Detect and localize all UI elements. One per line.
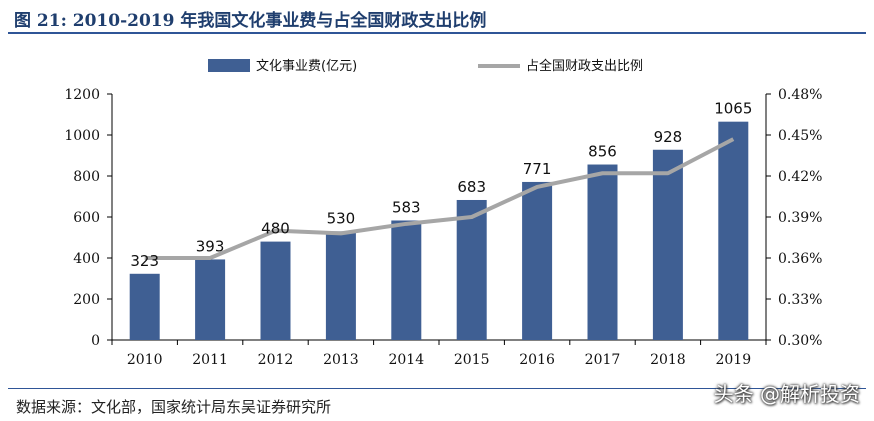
x-tick-label: 2015 — [454, 352, 490, 368]
left-tick-label: 200 — [73, 292, 100, 308]
bar-data-label: 393 — [196, 237, 225, 255]
right-tick-label: 0.39% — [778, 210, 822, 226]
x-tick-label: 2010 — [127, 352, 163, 368]
bar-data-label: 683 — [457, 178, 486, 196]
left-tick-label: 1200 — [64, 87, 100, 103]
x-tick-label: 2018 — [650, 352, 686, 368]
x-tick-label: 2017 — [585, 352, 621, 368]
x-tick-label: 2016 — [519, 352, 555, 368]
chart-axes: 0 200 400 600 800 1000 1200 0.30% 0.33% 0.36% 0.39… — [64, 87, 822, 368]
bar-data-label: 1065 — [714, 100, 752, 118]
legend-line-label: 占全国财政支出比例 — [526, 58, 643, 74]
bar-series — [129, 121, 749, 340]
bar-data-label: 771 — [523, 160, 552, 178]
combo-chart: 文化事业费(亿元) 占全国财政支出比例 0 200 400 600 800 1000 1200… — [64, 58, 822, 368]
x-tick-label: 2011 — [192, 352, 228, 368]
left-tick-label: 1000 — [64, 128, 100, 144]
bar-data-label: 583 — [392, 198, 421, 216]
bar — [652, 149, 683, 340]
line-path — [144, 137, 735, 260]
right-tick-label: 0.33% — [778, 292, 822, 308]
bar-data-label: 530 — [327, 209, 356, 227]
bar-data-label: 323 — [130, 252, 159, 270]
right-tick-label: 0.36% — [778, 251, 822, 267]
left-tick-label: 400 — [73, 251, 100, 267]
legend-bar-swatch — [208, 59, 250, 72]
footer-divider — [8, 388, 866, 389]
bar-data-labels: 323 393 480 530 583 683 771 856 928 1065 — [130, 100, 752, 270]
bar — [522, 181, 553, 340]
title-divider — [8, 32, 866, 34]
right-tick-label: 0.45% — [778, 128, 822, 144]
bar-data-label: 856 — [588, 143, 617, 161]
watermark-text: 头条 @解析投资 — [713, 382, 860, 406]
legend-bar-label: 文化事业费(亿元) — [256, 59, 357, 74]
source-note: 数据来源：文化部，国家统计局东吴证券研究所 — [16, 398, 332, 416]
bar-data-label: 928 — [654, 128, 683, 146]
left-tick-label: 600 — [73, 210, 100, 226]
bar — [260, 241, 291, 340]
left-tick-label: 800 — [73, 169, 100, 185]
right-tick-label: 0.30% — [778, 333, 822, 349]
x-tick-label: 2013 — [323, 352, 359, 368]
chart-legend: 文化事业费(亿元) 占全国财政支出比例 — [208, 58, 643, 74]
x-tick-label: 2019 — [715, 352, 751, 368]
right-tick-label: 0.48% — [778, 87, 822, 103]
bar-data-label: 480 — [261, 220, 290, 238]
bar — [456, 199, 487, 340]
line-series — [144, 137, 735, 260]
left-tick-label: 0 — [91, 333, 100, 349]
x-tick-label: 2012 — [258, 352, 294, 368]
bar — [587, 164, 618, 340]
bar — [195, 259, 226, 340]
bar — [325, 231, 356, 340]
bar — [391, 220, 422, 340]
bar — [129, 273, 160, 340]
x-tick-label: 2014 — [388, 352, 424, 368]
bar — [718, 121, 749, 340]
chart-title: 图 21: 2010-2019 年我国文化事业费与占全国财政支出比例 — [14, 11, 487, 31]
right-tick-label: 0.42% — [778, 169, 822, 185]
